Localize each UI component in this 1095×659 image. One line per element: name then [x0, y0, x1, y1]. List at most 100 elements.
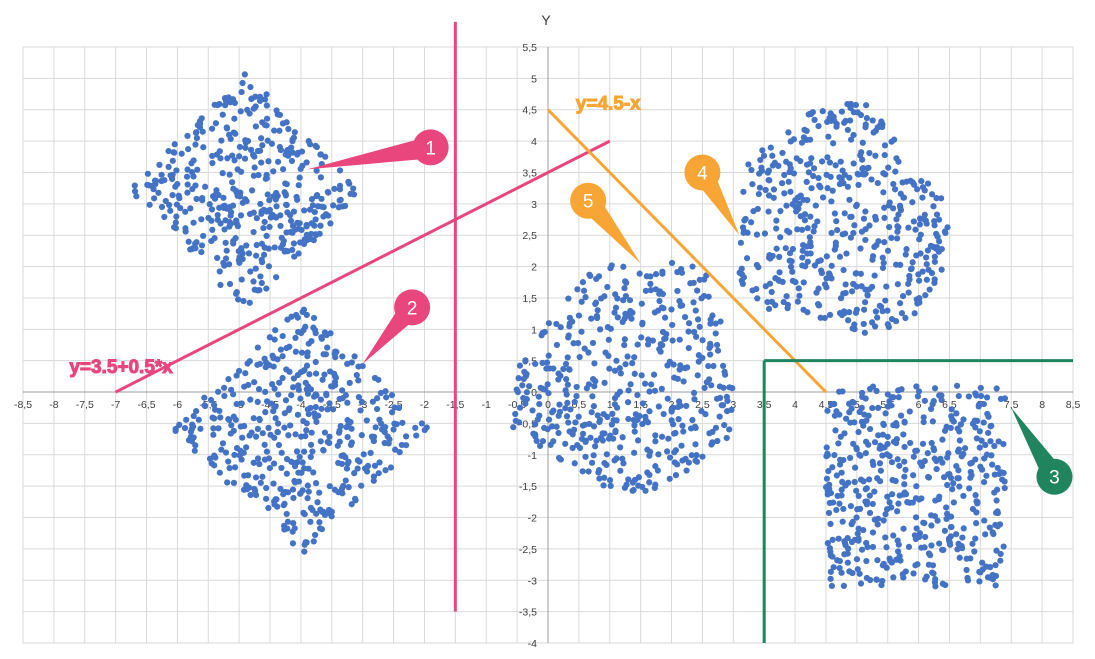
data-point [721, 422, 728, 429]
y-tick-label: 3,5 [522, 167, 537, 179]
data-point [616, 388, 624, 395]
data-point [694, 316, 702, 323]
data-point [994, 508, 1001, 515]
data-point [550, 365, 557, 372]
data-point [574, 286, 581, 293]
data-point [879, 562, 886, 569]
data-point [848, 521, 855, 528]
data-point [564, 399, 571, 407]
data-point [931, 222, 938, 229]
data-point [555, 412, 562, 419]
data-point [766, 280, 774, 287]
data-point [544, 381, 551, 388]
data-point [916, 221, 923, 228]
data-point [565, 295, 572, 302]
data-point [942, 229, 949, 237]
data-point [989, 461, 996, 468]
data-point [753, 261, 760, 269]
data-point [685, 328, 692, 335]
data-point [284, 316, 291, 323]
data-point [611, 367, 619, 374]
data-point [172, 219, 179, 226]
data-point [666, 454, 674, 461]
data-point [758, 164, 765, 171]
data-point [984, 574, 992, 581]
data-point [395, 404, 403, 412]
data-point [921, 397, 929, 404]
data-point [655, 307, 662, 314]
data-point [310, 538, 317, 545]
data-point [756, 184, 764, 191]
data-point [666, 358, 673, 365]
x-tick-label: 5 [854, 399, 860, 411]
data-point [983, 394, 991, 401]
data-point [881, 214, 888, 222]
data-point [212, 191, 219, 198]
data-point [270, 363, 277, 370]
data-point [523, 389, 531, 396]
data-point [384, 433, 391, 440]
data-point [260, 224, 267, 232]
data-point [369, 398, 376, 405]
data-point [961, 445, 969, 452]
data-point [250, 151, 257, 158]
data-point [918, 178, 925, 185]
data-point [875, 404, 882, 411]
data-point [884, 493, 891, 500]
callout-bubble [570, 182, 607, 219]
data-point [958, 542, 965, 550]
data-point [788, 258, 795, 265]
data-point [236, 367, 243, 375]
data-point [823, 171, 830, 178]
data-point [679, 457, 686, 464]
data-point [316, 489, 323, 496]
data-point [739, 280, 746, 288]
data-point [922, 292, 929, 299]
data-point [607, 482, 614, 489]
data-point [890, 205, 897, 212]
data-point [345, 484, 352, 491]
data-point [941, 427, 949, 434]
data-point [712, 320, 719, 327]
data-point [783, 293, 790, 300]
data-point [938, 392, 945, 399]
data-point [344, 399, 351, 406]
data-point [879, 431, 886, 438]
data-point [874, 557, 881, 564]
data-point [824, 491, 831, 498]
data-point [264, 191, 271, 198]
data-point [579, 279, 587, 286]
data-point [649, 337, 656, 344]
data-point [956, 428, 963, 435]
data-point [262, 409, 269, 416]
data-point [250, 278, 257, 285]
data-point [371, 462, 379, 469]
data-point [555, 429, 562, 437]
data-point [930, 203, 937, 210]
data-point [261, 218, 268, 226]
data-point [857, 580, 865, 587]
data-point [895, 394, 902, 401]
data-point [545, 352, 552, 359]
data-point [241, 472, 248, 479]
data-point [202, 402, 209, 410]
data-point [173, 213, 180, 220]
data-point [216, 469, 223, 476]
data-point [729, 385, 736, 392]
data-point [285, 125, 292, 133]
data-point [935, 248, 942, 255]
data-point [765, 192, 773, 199]
data-point [825, 468, 832, 475]
data-point [997, 550, 1004, 558]
data-point [873, 387, 880, 395]
data-point [317, 151, 324, 158]
data-point [655, 403, 662, 410]
data-point [847, 213, 854, 221]
data-point [206, 455, 214, 462]
data-point [761, 230, 769, 237]
data-point [844, 183, 851, 190]
data-point [974, 498, 981, 506]
data-point [261, 96, 269, 103]
data-point [209, 226, 216, 233]
callout-1: 1 [307, 129, 449, 170]
